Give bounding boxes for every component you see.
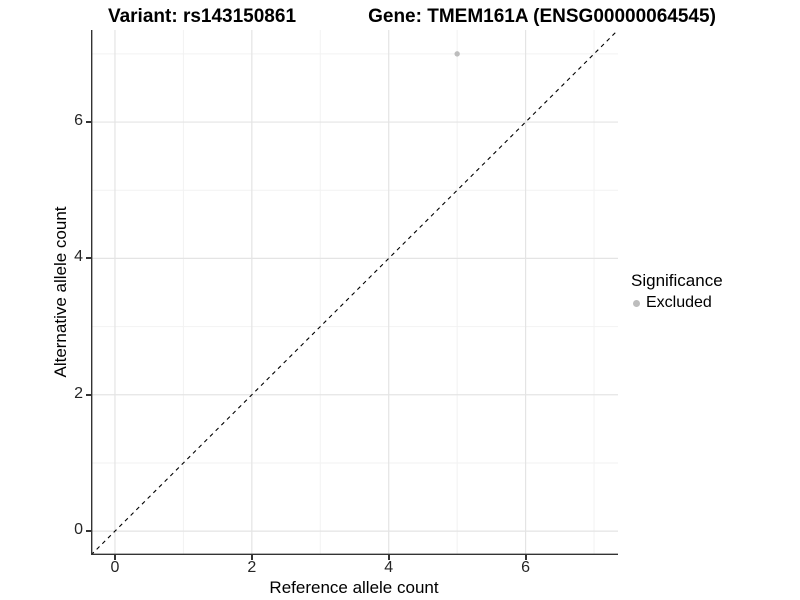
y-tick-label: 0 bbox=[74, 521, 83, 539]
y-tick-label: 4 bbox=[74, 248, 83, 266]
x-tick-label: 6 bbox=[521, 559, 531, 576]
y-tick-mark bbox=[86, 393, 91, 396]
panel-svg bbox=[91, 30, 618, 555]
legend: Significance Excluded bbox=[631, 271, 723, 312]
y-tick-label: 6 bbox=[74, 112, 83, 130]
x-tick-label: 0 bbox=[110, 559, 120, 576]
legend-title: Significance bbox=[631, 271, 723, 290]
y-tick-label: 2 bbox=[74, 384, 83, 402]
variant-title: Variant: rs143150861 bbox=[107, 6, 297, 27]
x-axis-title: Reference allele count bbox=[269, 578, 439, 597]
gene-title: Gene: TMEM161A (ENSG00000064545) bbox=[368, 6, 716, 27]
y-axis-title: Alternative allele count bbox=[51, 206, 70, 378]
x-tick-mark bbox=[524, 555, 527, 560]
x-tick-mark bbox=[113, 555, 116, 560]
excluded-point-icon bbox=[633, 300, 640, 307]
x-tick-mark bbox=[250, 555, 253, 560]
y-tick-mark bbox=[86, 121, 91, 124]
x-tick-label: 2 bbox=[247, 559, 257, 576]
y-tick-mark bbox=[86, 257, 91, 260]
legend-item-label: Excluded bbox=[646, 294, 712, 311]
legend-item-excluded: Excluded bbox=[631, 294, 723, 312]
x-tick-label: 4 bbox=[384, 559, 394, 576]
x-tick-mark bbox=[387, 555, 390, 560]
data-point bbox=[454, 51, 460, 57]
plot-panel bbox=[91, 30, 618, 555]
y-tick-mark bbox=[86, 530, 91, 533]
identity-line bbox=[91, 30, 618, 555]
